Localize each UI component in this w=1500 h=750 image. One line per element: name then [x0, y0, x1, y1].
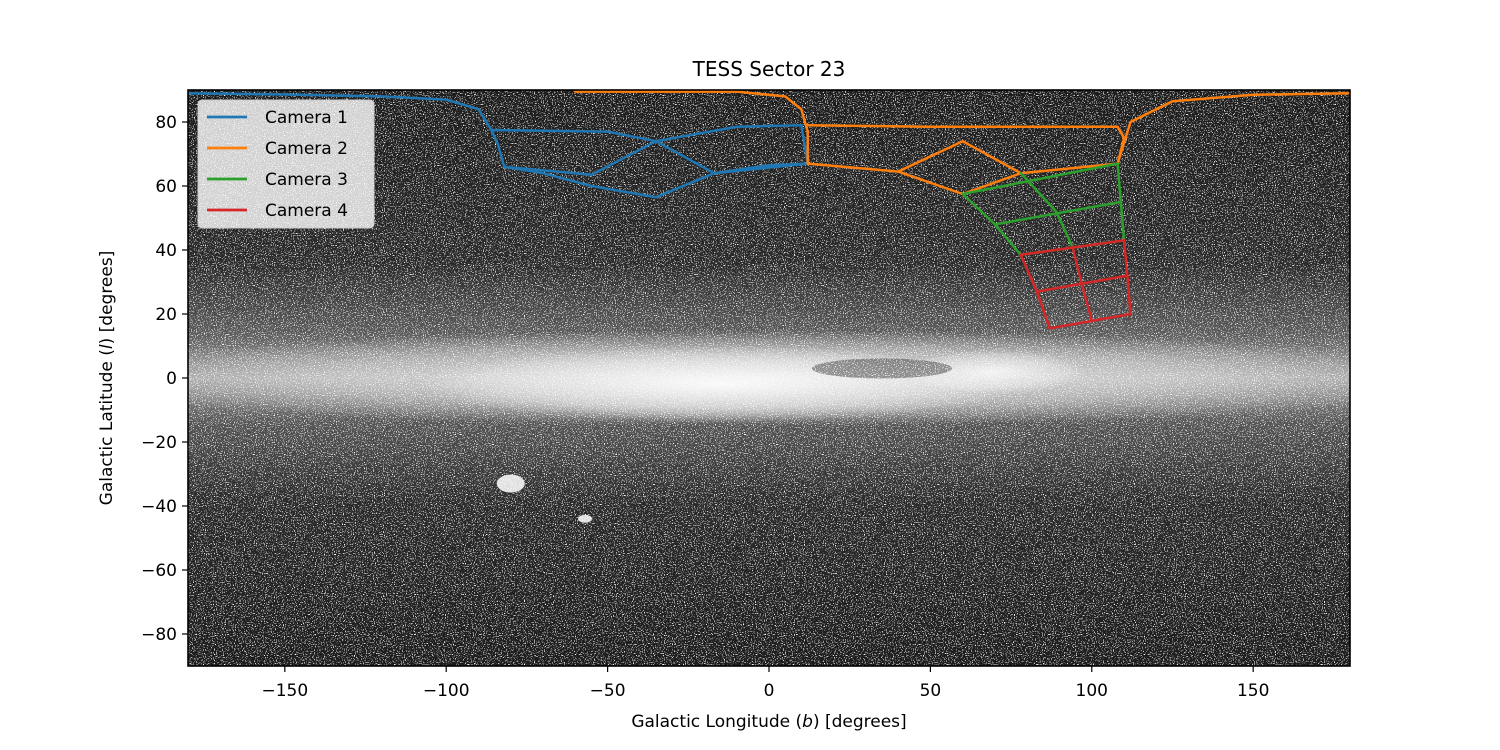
- series-line-segment: [490, 128, 716, 175]
- y-tick-label: 40: [155, 241, 177, 261]
- series-line-segment: [490, 128, 506, 169]
- x-axis: −150 −100 −50 0 50 100 150: [261, 666, 1269, 701]
- series-line-segment: [574, 90, 809, 165]
- series-layer: [188, 90, 1350, 330]
- legend-label: Camera 3: [265, 170, 348, 190]
- series-line-segment: [1122, 239, 1132, 316]
- series-line-segment: [1071, 245, 1094, 322]
- legend-label: Camera 2: [265, 139, 348, 159]
- series-line-segment: [961, 192, 1023, 257]
- y-tick-label: −20: [141, 433, 177, 453]
- x-axis-label: Galactic Longitude (b) [degrees]: [631, 712, 906, 732]
- x-tick-label: 50: [920, 681, 942, 701]
- legend-label: Camera 1: [265, 108, 348, 128]
- x-tick-label: −100: [423, 681, 470, 701]
- x-tick-label: 100: [1076, 681, 1108, 701]
- y-axis-label: Galactic Latitude (l) [degrees]: [97, 251, 117, 506]
- x-tick-label: −50: [590, 681, 626, 701]
- y-tick-label: −60: [141, 561, 177, 581]
- y-tick-label: 20: [155, 305, 177, 325]
- y-tick-label: 80: [155, 113, 177, 133]
- legend-box: [197, 99, 375, 229]
- series-line-segment: [896, 139, 1023, 175]
- y-tick-label: −80: [141, 625, 177, 645]
- chart-title: TESS Sector 23: [692, 57, 846, 81]
- series-line-segment: [961, 162, 1119, 196]
- legend: Camera 1 Camera 2 Camera 3 Camera 4: [197, 99, 375, 229]
- x-tick-label: 0: [764, 681, 775, 701]
- y-tick-label: −40: [141, 497, 177, 517]
- series-line-segment: [1019, 253, 1052, 330]
- y-axis: −80 −60 −40 −20 0 20 40 60 80: [141, 113, 188, 645]
- legend-label: Camera 4: [265, 201, 348, 221]
- y-tick-label: 0: [166, 369, 177, 389]
- y-tick-label: 60: [155, 177, 177, 197]
- series-line-segment: [1116, 91, 1350, 165]
- series-camera-4: [1019, 239, 1132, 330]
- x-tick-label: 150: [1237, 681, 1269, 701]
- series-line-segment: [1019, 171, 1074, 249]
- series-line-segment: [188, 91, 493, 132]
- plot-area: [188, 90, 1350, 666]
- sky-background: [188, 90, 1350, 666]
- star-speckle: [188, 90, 1350, 666]
- series-line-segment: [1116, 162, 1126, 242]
- series-line-segment: [806, 123, 1119, 129]
- x-tick-label: −150: [261, 681, 308, 701]
- series-line-segment: [1048, 312, 1132, 330]
- series-line-segment: [590, 123, 803, 177]
- series-line-segment: [712, 162, 809, 175]
